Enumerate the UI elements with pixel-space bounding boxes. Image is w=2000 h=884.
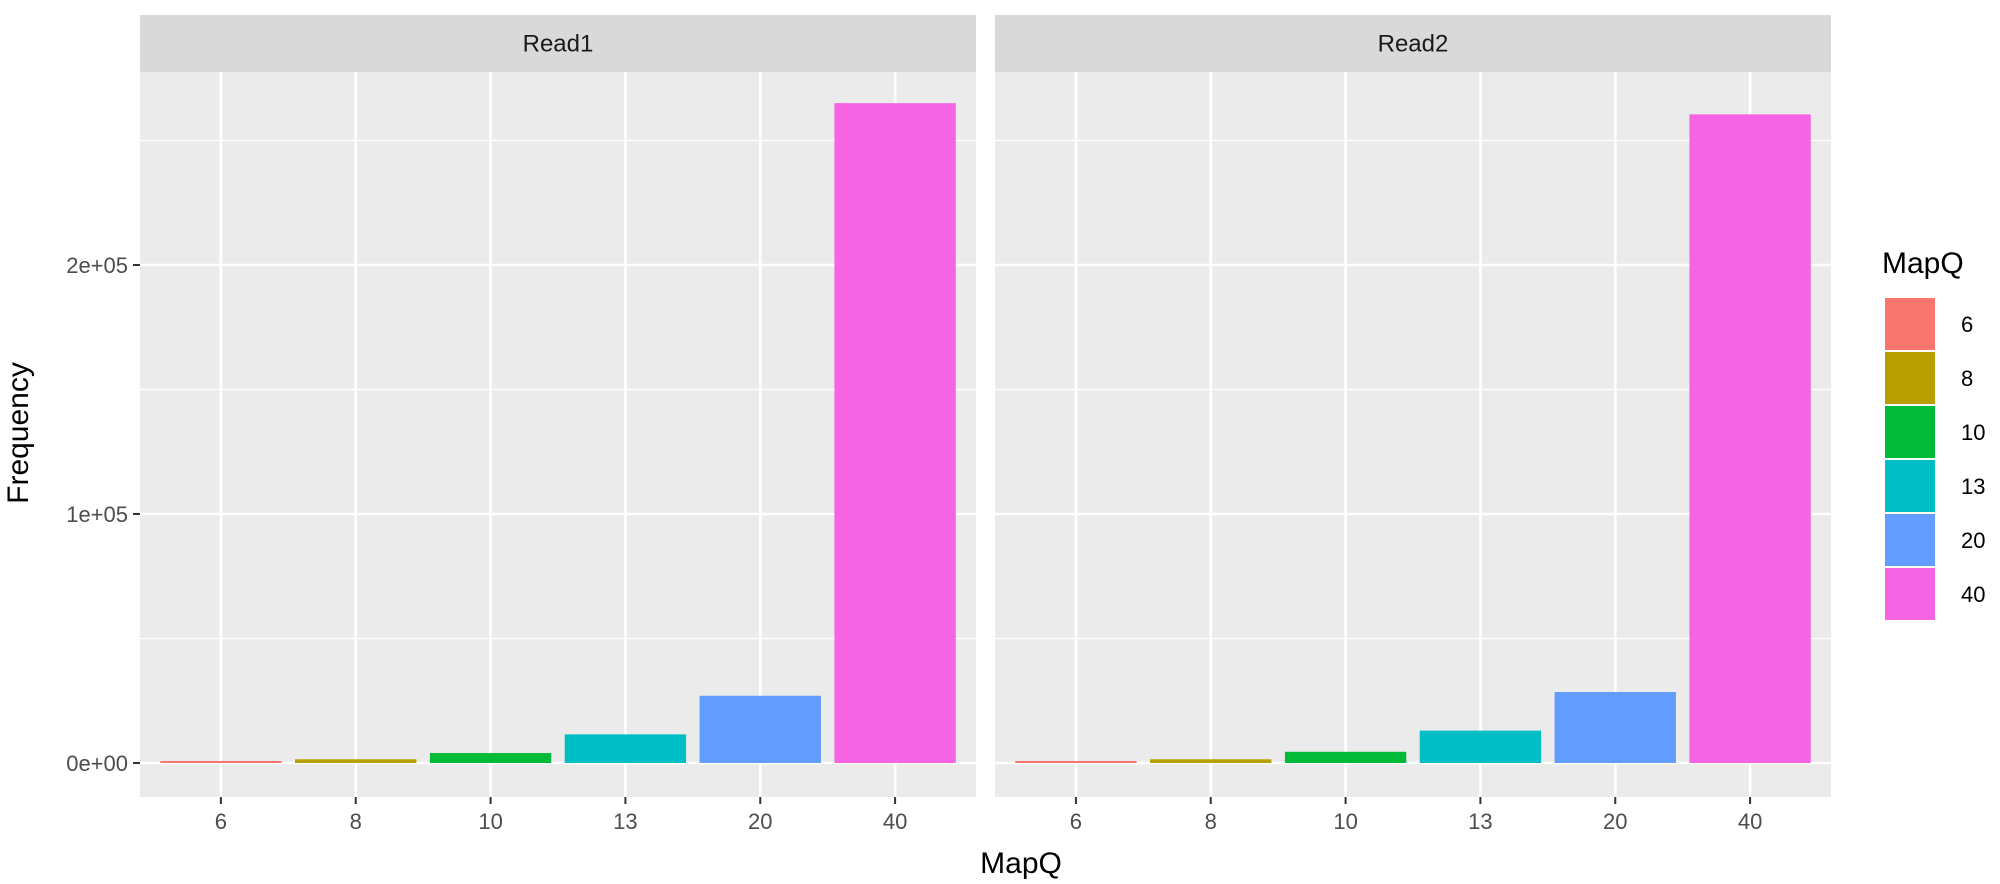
x-tick-label: 10 [478, 809, 502, 834]
legend-swatch [1885, 298, 1935, 350]
legend-swatch [1885, 514, 1935, 566]
x-tick-label: 40 [883, 809, 907, 834]
x-axis-title: MapQ [980, 847, 1062, 880]
facet-read2: Read2 6 8 10 13 20 40 [995, 15, 1831, 834]
legend-item-6: 6 [1885, 298, 1973, 350]
x-tick-label: 13 [613, 809, 637, 834]
bar-mapq-40 [834, 103, 956, 763]
legend-label: 13 [1961, 474, 1985, 499]
legend-swatch [1885, 406, 1935, 458]
bar-mapq-10 [1284, 751, 1407, 763]
y-tick-label: 2e+05 [66, 253, 128, 278]
y-tick-label: 0e+00 [66, 751, 128, 776]
legend-item-20: 20 [1885, 514, 1985, 566]
legend-swatch [1885, 460, 1935, 512]
x-tick-label: 8 [350, 809, 362, 834]
x-tick-label: 20 [748, 809, 772, 834]
legend-item-13: 13 [1885, 460, 1985, 512]
y-axis-title: Frequency [2, 362, 35, 504]
y-tick-label: 1e+05 [66, 502, 128, 527]
legend-label: 20 [1961, 528, 1985, 553]
bar-mapq-20 [1554, 692, 1676, 763]
x-tick-label: 10 [1333, 809, 1357, 834]
legend-label: 8 [1961, 366, 1973, 391]
facet-strip [140, 15, 976, 72]
legend: MapQ 6 8 10 13 20 40 [1882, 247, 1985, 620]
x-tick-label: 6 [1070, 809, 1082, 834]
bar-mapq-8 [1150, 759, 1272, 763]
y-axis: 0e+00 1e+05 2e+05 [66, 253, 140, 776]
bar-mapq-6 [1015, 761, 1137, 763]
x-tick-label: 8 [1205, 809, 1217, 834]
x-tick-label: 20 [1603, 809, 1627, 834]
legend-item-10: 10 [1885, 406, 1985, 458]
legend-swatch [1885, 352, 1935, 404]
legend-title: MapQ [1882, 247, 1964, 280]
legend-item-40: 40 [1885, 568, 1985, 620]
x-tick-label: 40 [1738, 809, 1762, 834]
legend-item-8: 8 [1885, 352, 1973, 404]
x-tick-label: 6 [215, 809, 227, 834]
facet-read1: Read1 6 8 10 13 20 40 [140, 15, 976, 834]
bar-mapq-13 [1419, 730, 1542, 763]
bar-mapq-10 [429, 753, 552, 763]
legend-label: 6 [1961, 312, 1973, 337]
bar-mapq-6 [160, 761, 282, 763]
facet-strip-label: Read2 [1378, 31, 1449, 58]
x-tick-label: 13 [1468, 809, 1492, 834]
bar-mapq-13 [564, 734, 687, 763]
facet-strip-label: Read1 [523, 31, 594, 58]
facet-panels: Read1 6 8 10 13 20 40 Read2 6 8 10 13 20 40 [140, 15, 1831, 834]
facet-strip [995, 15, 1831, 72]
legend-label: 10 [1961, 420, 1985, 445]
bar-mapq-40 [1689, 114, 1811, 764]
legend-swatch [1885, 568, 1935, 620]
bar-mapq-8 [295, 759, 417, 763]
bar-mapq-20 [699, 695, 821, 763]
legend-label: 40 [1961, 582, 1985, 607]
